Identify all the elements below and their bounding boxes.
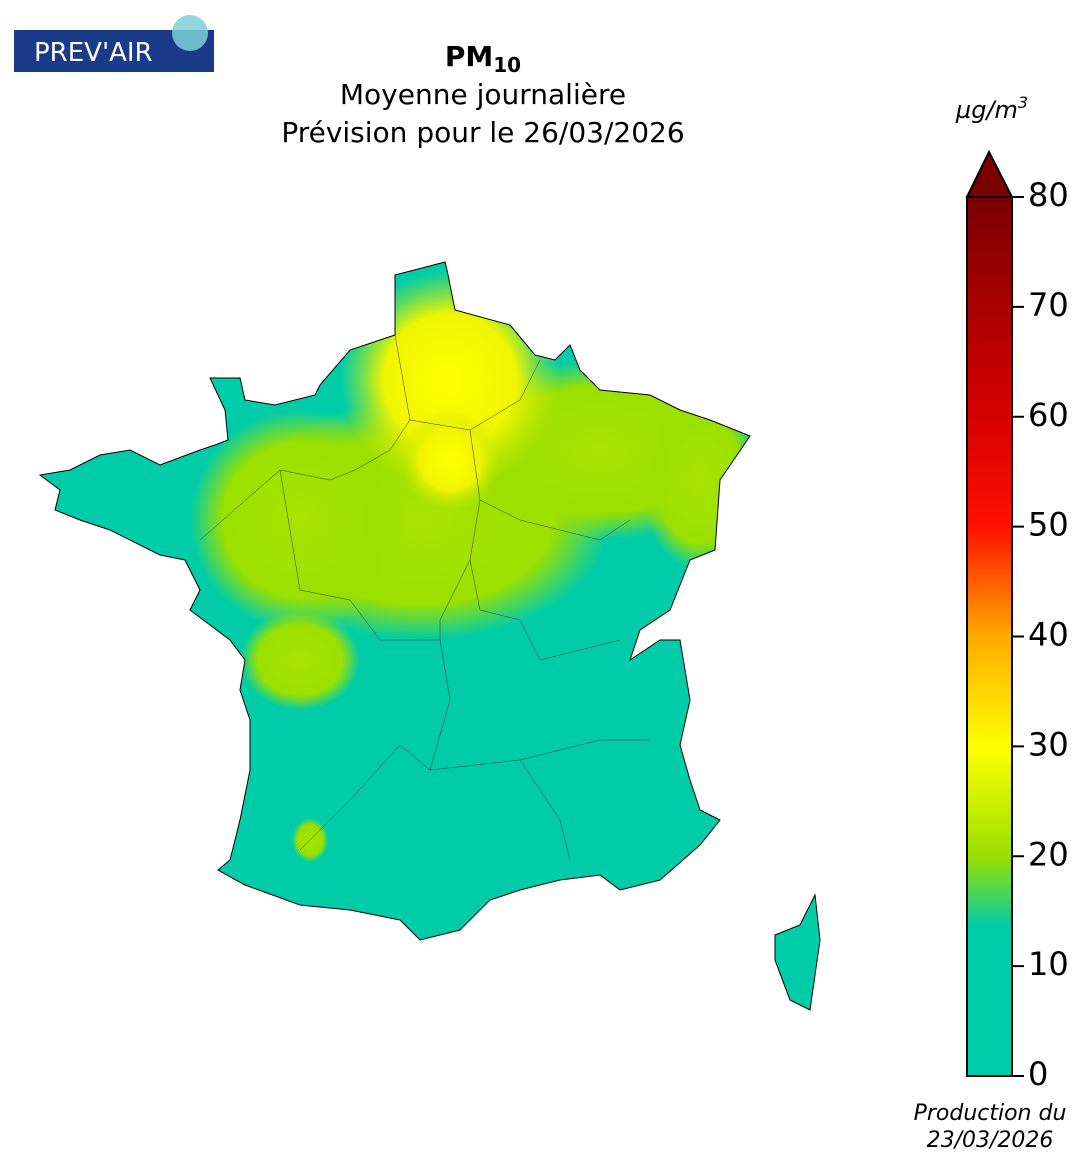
tick-label: 80 [1028, 176, 1069, 214]
tick-label: 0 [1028, 1055, 1048, 1093]
tick-label: 10 [1028, 945, 1069, 983]
logo: PREV'AIR [14, 15, 214, 72]
logo-globe [172, 15, 208, 51]
unit-base: µg/m [955, 96, 1018, 124]
corsica [774, 893, 821, 1011]
logo-text: PREV'AIR [34, 38, 153, 68]
concentration-field [190, 270, 750, 862]
colorbar [966, 196, 1013, 1077]
footer-line1: Production du [914, 1101, 1067, 1126]
tick-label: 50 [1028, 506, 1069, 544]
unit-superscript: 3 [1018, 93, 1028, 112]
tick-label: 40 [1028, 616, 1069, 654]
tick-label: 60 [1028, 396, 1069, 434]
tick-label: 20 [1028, 835, 1069, 873]
title-pollutant: PM10 [445, 40, 521, 77]
region-borders [199, 334, 650, 861]
colorbar-extend [965, 149, 1014, 198]
pollutant-name: PM [445, 40, 493, 73]
tick-label: 70 [1028, 286, 1069, 324]
france-map [39, 261, 821, 1011]
footer-line2: 23/03/2026 [927, 1128, 1054, 1152]
pollutant-subscript: 10 [493, 53, 521, 77]
tick-label: 30 [1028, 725, 1069, 763]
title-line2: Moyenne journalière [340, 78, 626, 111]
colorbar-ticks: 0 10 20 30 40 50 60 70 80 [1012, 176, 1069, 1093]
title-line3: Prévision pour le 26/03/2026 [281, 116, 684, 149]
colorbar-unit: µg/m3 [955, 93, 1028, 124]
